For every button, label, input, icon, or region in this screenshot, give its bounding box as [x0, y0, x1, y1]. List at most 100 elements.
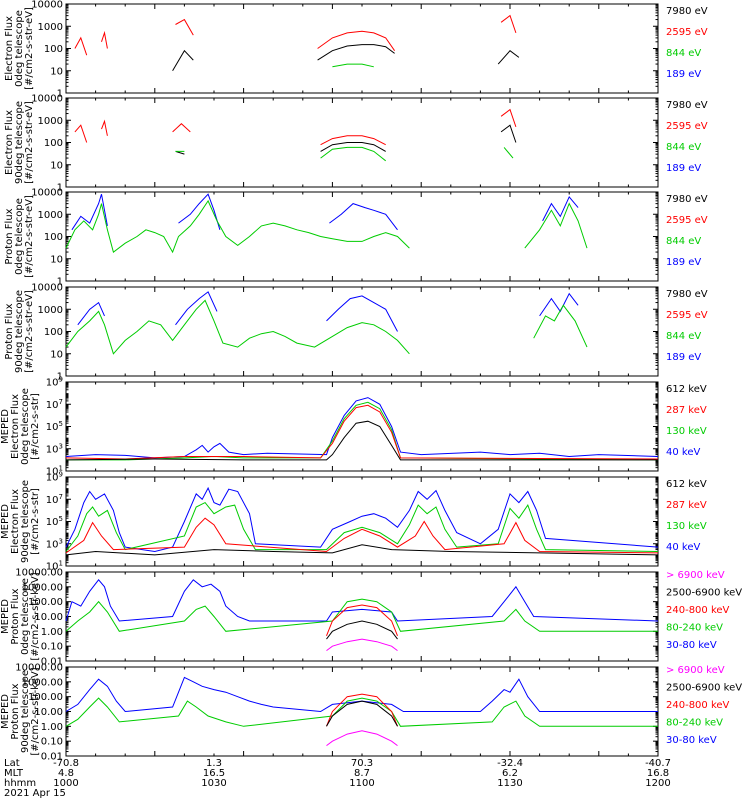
series-line-40-kev	[65, 397, 659, 459]
legend-entry: 2595 eV	[666, 27, 708, 38]
x-row-label: Lat	[4, 758, 20, 769]
x-tick-label: 1100	[349, 778, 374, 789]
y-tick-label: 10	[50, 254, 63, 265]
legend-entry: 130 keV	[666, 426, 707, 437]
series-line--6900-kev	[326, 730, 398, 747]
y-axis-label: MEPEDProton Flux0deg telescope[#/cm2-s-s…	[0, 572, 41, 660]
legend-entry: 287 keV	[666, 500, 707, 511]
panel-6: 101 103 105 107 109 MEPEDElectron Flux90deg t…	[0, 471, 707, 573]
x-tick-label: -32.4	[497, 758, 523, 769]
y-tick-label: 0.10	[41, 737, 63, 748]
legend-entry: 2595 eV	[666, 310, 708, 321]
y-tick-label: 105	[46, 515, 63, 528]
series-line-2500-6900-kev	[326, 700, 398, 727]
date-label: 2021 Apr 15	[4, 788, 66, 799]
legend-entry: 844 eV	[666, 142, 701, 153]
legend-entry: 240-800 keV	[666, 605, 730, 616]
y-tick-label: 10000.00	[15, 568, 63, 579]
x-tick-label: 1130	[497, 778, 522, 789]
y-tick-label: 100.00	[28, 692, 63, 703]
y-axis-label: Proton Flux0deg telescope[#/cm2-s-str-eV…	[4, 195, 35, 278]
y-tick-label: 1	[57, 372, 63, 383]
legend-entry: 80-240 keV	[666, 623, 723, 634]
y-tick-label: 10.00	[34, 612, 63, 623]
series-line-844-ev	[65, 199, 588, 254]
legend-entry: 7980 eV	[666, 100, 708, 111]
y-tick-label: 1000	[38, 210, 63, 221]
series-line-612-kev	[65, 544, 659, 556]
x-tick-label: 16.5	[203, 768, 225, 779]
y-tick-label: 1	[57, 183, 63, 194]
series-line-30-80-kev	[65, 579, 659, 622]
legend-entry: 189 eV	[666, 352, 701, 363]
y-tick-label: 1000	[38, 305, 63, 316]
legend-entry: 2500-6900 keV	[666, 588, 742, 599]
y-tick-label: 100	[44, 232, 63, 243]
legend-entry: 7980 eV	[666, 6, 708, 17]
series-line-7980-ev	[175, 124, 517, 155]
series-line-2595-ev	[75, 16, 528, 56]
y-tick-label: 1.00	[41, 722, 63, 733]
legend-entry: 844 eV	[666, 48, 701, 59]
x-tick-label: 6.2	[502, 768, 518, 779]
y-tick-label: 1	[57, 89, 63, 100]
y-tick-label: 1000.00	[22, 677, 63, 688]
series-line-2500-6900-kev	[326, 620, 398, 640]
y-tick-label: 101	[46, 465, 63, 478]
y-tick-label: 1000	[38, 116, 63, 127]
y-tick-label: 1000.00	[22, 582, 63, 593]
y-tick-label: 1.00	[41, 627, 63, 638]
y-axis-label: Electron Flux0deg telescope[#/cm2-s-str-…	[4, 7, 35, 90]
y-tick-label: 10.00	[34, 707, 63, 718]
legend-entry: > 6900 keV	[666, 570, 725, 581]
legend-entry: 40 keV	[666, 542, 700, 553]
legend-entry: 844 eV	[666, 331, 701, 342]
y-tick-label: 107	[46, 398, 63, 411]
y-tick-label: 10000	[31, 94, 63, 105]
series-line-189-ev	[77, 291, 579, 332]
legend-entry: 7980 eV	[666, 289, 708, 300]
x-tick-label: 70.3	[351, 758, 373, 769]
series-line-287-kev	[65, 517, 659, 554]
y-tick-label: 10	[50, 160, 63, 171]
legend-entry: 40 keV	[666, 447, 700, 458]
x-tick-label: 4.8	[58, 768, 74, 779]
panel-5: 101 103 105 107 109 MEPEDElectron Flux0deg te…	[0, 376, 707, 478]
legend-entry: 7980 eV	[666, 194, 708, 205]
legend-entry: 30-80 keV	[666, 735, 717, 746]
series-line-80-240-kev	[65, 697, 658, 727]
y-axis-label: MEPEDElectron Flux90deg telescope[#/cm2-…	[0, 480, 41, 563]
x-tick-label: 1030	[201, 778, 226, 789]
y-tick-label: 1	[57, 277, 63, 288]
y-tick-label: 100	[44, 327, 63, 338]
y-tick-label: 10000	[31, 283, 63, 294]
y-tick-label: 0.01	[41, 657, 63, 668]
y-tick-label: 10	[50, 349, 63, 360]
y-tick-label: 107	[46, 493, 63, 506]
y-tick-label: 105	[46, 420, 63, 433]
y-tick-label: 109	[46, 376, 63, 389]
y-tick-label: 0.01	[41, 752, 63, 763]
panel-frame	[65, 191, 659, 282]
y-axis-label: MEPEDProton Flux90deg telescope[#/cm2-s-…	[0, 667, 41, 755]
panel-frame	[65, 476, 659, 567]
y-tick-label: 10000	[31, 0, 63, 11]
y-axis-label: Electron Flux90deg telescope[#/cm2-s-str…	[4, 101, 35, 184]
x-tick-label: 1000	[53, 778, 78, 789]
x-tick-label: 16.8	[647, 768, 669, 779]
series-line-844-ev	[332, 63, 374, 68]
legend-entry: 2500-6900 keV	[666, 683, 742, 694]
y-tick-label: 109	[46, 471, 63, 484]
legend-entry: 189 eV	[666, 69, 701, 80]
series-line-844-ev	[65, 299, 588, 355]
x-tick-label: 1.3	[206, 758, 222, 769]
series-line-612-kev	[65, 420, 658, 461]
series-line-130-kev	[66, 401, 659, 461]
legend-entry: 844 eV	[666, 236, 701, 247]
x-tick-label: 8.7	[354, 768, 370, 779]
y-tick-label: 0.10	[41, 642, 63, 653]
